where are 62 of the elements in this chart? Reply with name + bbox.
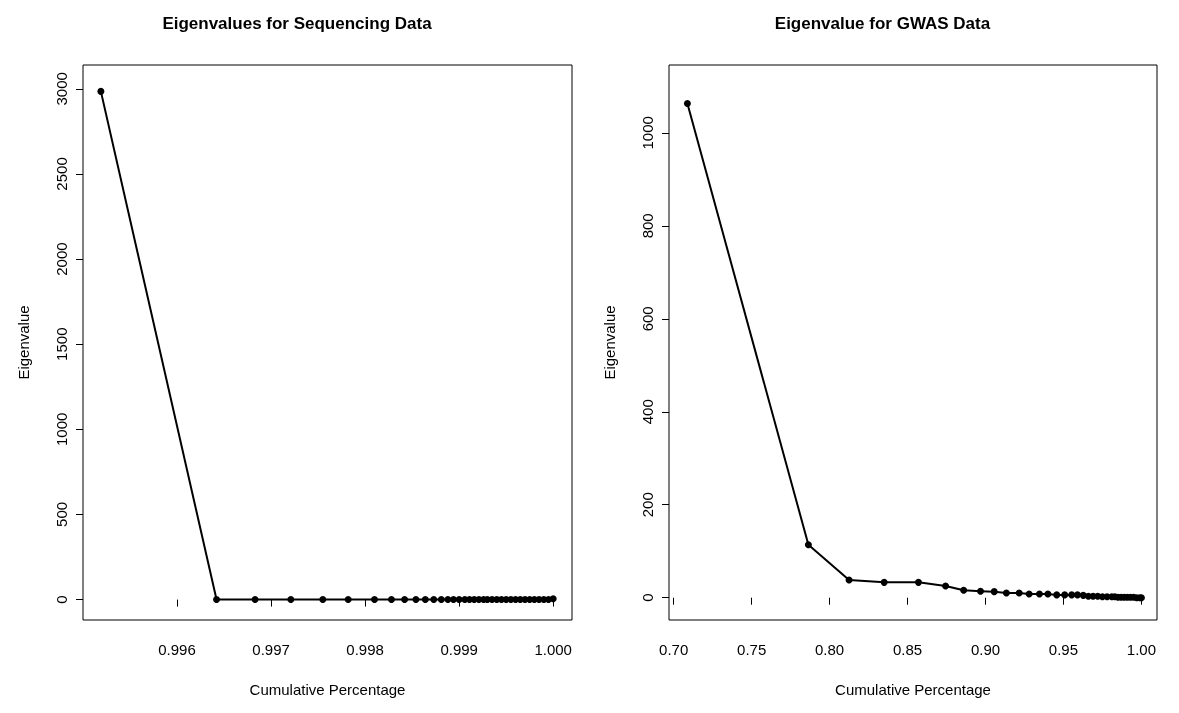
point <box>213 596 221 604</box>
x-tick-label: 0.70 <box>659 641 689 658</box>
x-tick-label: 0.999 <box>440 641 478 658</box>
x-tick-label: 0.997 <box>252 641 290 658</box>
y-tick-label: 800 <box>639 213 656 239</box>
point <box>412 596 420 604</box>
point <box>977 587 985 595</box>
x-tick-label: 0.80 <box>814 641 845 658</box>
point <box>287 596 295 604</box>
y-tick-label: 2000 <box>53 242 70 276</box>
point <box>914 578 922 586</box>
y-tick-label: 3000 <box>53 72 70 106</box>
point <box>344 596 352 604</box>
point <box>1073 591 1081 599</box>
point <box>549 595 557 603</box>
x-tick-label: 0.996 <box>158 641 196 658</box>
y-tick-label: 1000 <box>53 412 70 447</box>
point <box>1061 591 1069 599</box>
chart-title: Eigenvalues for Sequencing Data <box>162 14 433 33</box>
x-tick-label: 1.00 <box>1126 641 1157 658</box>
point <box>251 596 259 604</box>
point <box>319 596 327 604</box>
y-tick-label: 600 <box>639 306 656 332</box>
point <box>421 596 429 604</box>
y-tick-label: 1000 <box>639 116 656 150</box>
y-tick-label: 0 <box>639 593 656 602</box>
y-axis-title: Eigenvalue <box>601 305 618 380</box>
point <box>401 596 409 604</box>
x-tick-label: 0.90 <box>970 641 1001 658</box>
y-tick-label: 2500 <box>53 157 70 191</box>
point <box>387 596 395 604</box>
x-tick-label: 0.85 <box>892 641 923 658</box>
x-tick-label: 0.75 <box>737 641 767 658</box>
chart-title: Eigenvalue for GWAS Data <box>774 14 991 33</box>
y-tick-label: 500 <box>53 501 70 527</box>
point <box>1015 589 1023 597</box>
point <box>97 87 105 95</box>
y-tick-label: 0 <box>53 595 70 604</box>
x-tick-label: 0.998 <box>346 641 384 658</box>
point <box>1035 590 1043 598</box>
point <box>1002 589 1010 597</box>
y-tick-label: 200 <box>639 492 656 518</box>
x-tick-label: 0.95 <box>1048 641 1079 658</box>
y-axis-title: Eigenvalue <box>15 305 32 380</box>
point <box>990 588 998 596</box>
point <box>683 100 691 108</box>
y-tick-label: 400 <box>639 399 656 425</box>
point <box>1044 590 1052 598</box>
point <box>437 596 445 604</box>
x-axis-title: Cumulative Percentage <box>249 681 406 698</box>
point <box>371 596 379 604</box>
point <box>960 586 968 594</box>
x-axis-title: Cumulative Percentage <box>835 681 991 698</box>
y-tick-label: 1500 <box>53 327 70 361</box>
point <box>1053 591 1061 599</box>
point <box>444 596 452 604</box>
point <box>430 596 438 604</box>
x-tick-label: 1.000 <box>534 641 572 658</box>
point <box>942 582 950 590</box>
point <box>880 578 888 586</box>
point <box>804 541 812 549</box>
point <box>1025 590 1033 598</box>
